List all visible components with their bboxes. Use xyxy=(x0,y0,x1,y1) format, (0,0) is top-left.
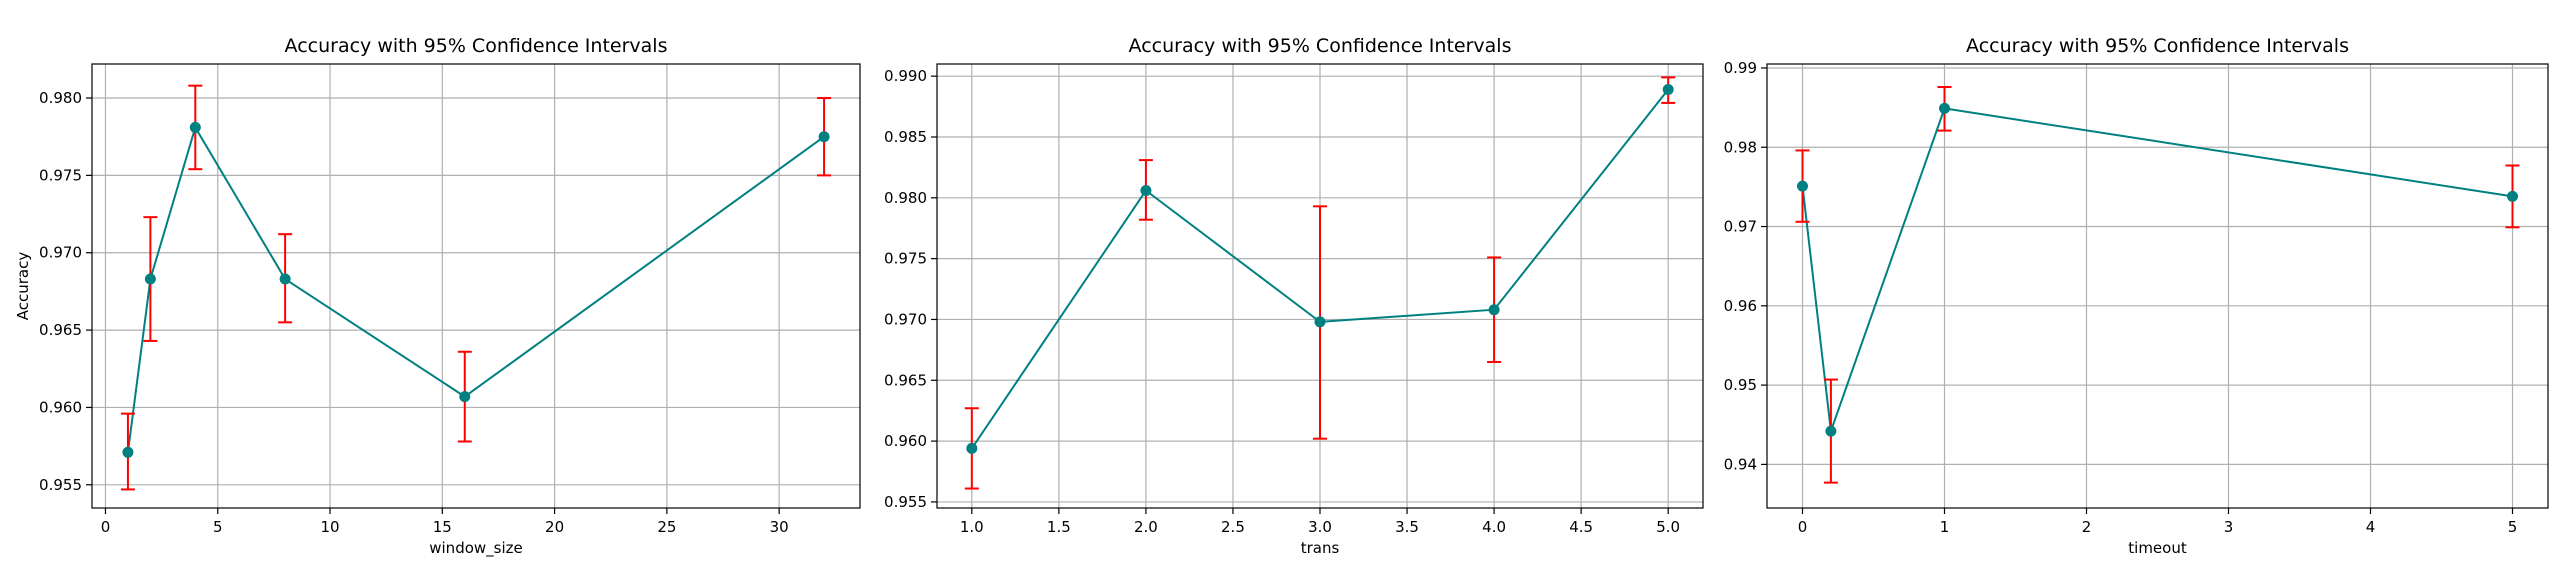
data-point xyxy=(279,273,291,285)
x-tick-label: 0 xyxy=(1798,518,1808,536)
x-tick-label: 5 xyxy=(213,518,223,536)
series-line xyxy=(126,124,825,453)
data-point xyxy=(2507,190,2518,202)
x-tick-label: 10 xyxy=(320,518,339,536)
y-tick-label: 0.98 xyxy=(1724,138,1757,156)
x-tick-label: 5 xyxy=(2508,518,2518,536)
x-tick-label: 2.5 xyxy=(1221,518,1245,536)
y-tick-label: 0.970 xyxy=(884,310,927,328)
data-point xyxy=(1797,180,1808,192)
y-tick-label: 0.975 xyxy=(884,250,927,268)
x-tick-label: 5.0 xyxy=(1656,518,1680,536)
data-point xyxy=(1314,316,1326,328)
series-line xyxy=(1801,107,2513,432)
chart-title: Accuracy with 95% Confidence Intervals xyxy=(1129,35,1512,57)
x-axis-label: window_size xyxy=(429,539,523,558)
data-point xyxy=(144,273,156,285)
plot-frame xyxy=(91,63,861,509)
x-tick-label: 4.0 xyxy=(1482,518,1506,536)
data-point xyxy=(1825,425,1837,437)
x-tick-label: 2 xyxy=(2082,518,2092,536)
y-tick-label: 0.955 xyxy=(39,476,82,494)
y-tick-label: 0.965 xyxy=(39,321,82,339)
x-axis-label: timeout xyxy=(2128,539,2187,557)
x-tick-label: 4.5 xyxy=(1569,518,1593,536)
y-tick-label: 0.965 xyxy=(884,371,927,389)
data-point xyxy=(1939,102,1950,114)
x-tick-label: 0 xyxy=(101,518,111,536)
y-tick-label: 0.975 xyxy=(39,166,82,184)
x-tick-label: 2.0 xyxy=(1134,518,1158,536)
x-tick-label: 3.5 xyxy=(1395,518,1419,536)
x-tick-label: 4 xyxy=(2366,518,2376,536)
y-tick-label: 0.97 xyxy=(1724,218,1757,236)
data-point xyxy=(1140,185,1152,197)
y-tick-label: 0.960 xyxy=(39,398,82,416)
x-tick-label: 30 xyxy=(770,518,789,536)
data-point xyxy=(122,446,134,458)
y-tick-label: 0.955 xyxy=(884,493,927,511)
chart-title: Accuracy with 95% Confidence Intervals xyxy=(285,35,668,57)
y-tick-label: 0.970 xyxy=(39,244,82,262)
y-tick-label: 0.985 xyxy=(884,128,927,146)
chart-title: Accuracy with 95% Confidence Intervals xyxy=(1966,35,2349,57)
chart-panel-2: 1.0 1.5 2.0 2.5 3.0 3.5 4.0 4.5 5.0 0.955 0.960 0.9… xyxy=(884,35,1704,557)
y-tick-label: 0.96 xyxy=(1724,297,1757,315)
y-tick-label: 0.99 xyxy=(1724,59,1757,77)
x-tick-label: 3.0 xyxy=(1308,518,1332,536)
data-point xyxy=(1662,84,1674,96)
x-tick-label: 15 xyxy=(433,518,452,536)
y-tick-label: 0.95 xyxy=(1724,376,1757,394)
y-tick-label: 0.990 xyxy=(884,67,927,85)
y-tick-label: 0.980 xyxy=(884,189,927,207)
y-tick-label: 0.980 xyxy=(39,89,82,107)
x-axis-label: trans xyxy=(1301,539,1340,557)
y-tick-label: 0.960 xyxy=(884,432,927,450)
data-point xyxy=(818,131,830,143)
chart-panel-3: 0 1 2 3 4 5 0.94 0.95 0.96 0.97 0.98 0.99 Accuracy w… xyxy=(1724,35,2549,557)
data-point xyxy=(966,442,978,454)
x-tick-label: 25 xyxy=(657,518,676,536)
x-tick-label: 1.0 xyxy=(960,518,984,536)
data-point xyxy=(189,121,201,133)
data-point xyxy=(459,391,471,403)
data-point xyxy=(1488,304,1500,316)
plot-frame xyxy=(936,63,1704,509)
x-tick-label: 20 xyxy=(545,518,564,536)
x-tick-label: 1 xyxy=(1940,518,1950,536)
x-tick-label: 1.5 xyxy=(1047,518,1071,536)
y-axis-label: Accuracy xyxy=(14,252,32,321)
chart-panel-1: 0 5 10 15 20 25 30 0.955 0.960 0.965 0.970 0.975 0.9… xyxy=(14,35,861,558)
plot-frame xyxy=(1766,63,2549,509)
y-tick-label: 0.94 xyxy=(1724,455,1757,473)
x-tick-label: 3 xyxy=(2224,518,2234,536)
